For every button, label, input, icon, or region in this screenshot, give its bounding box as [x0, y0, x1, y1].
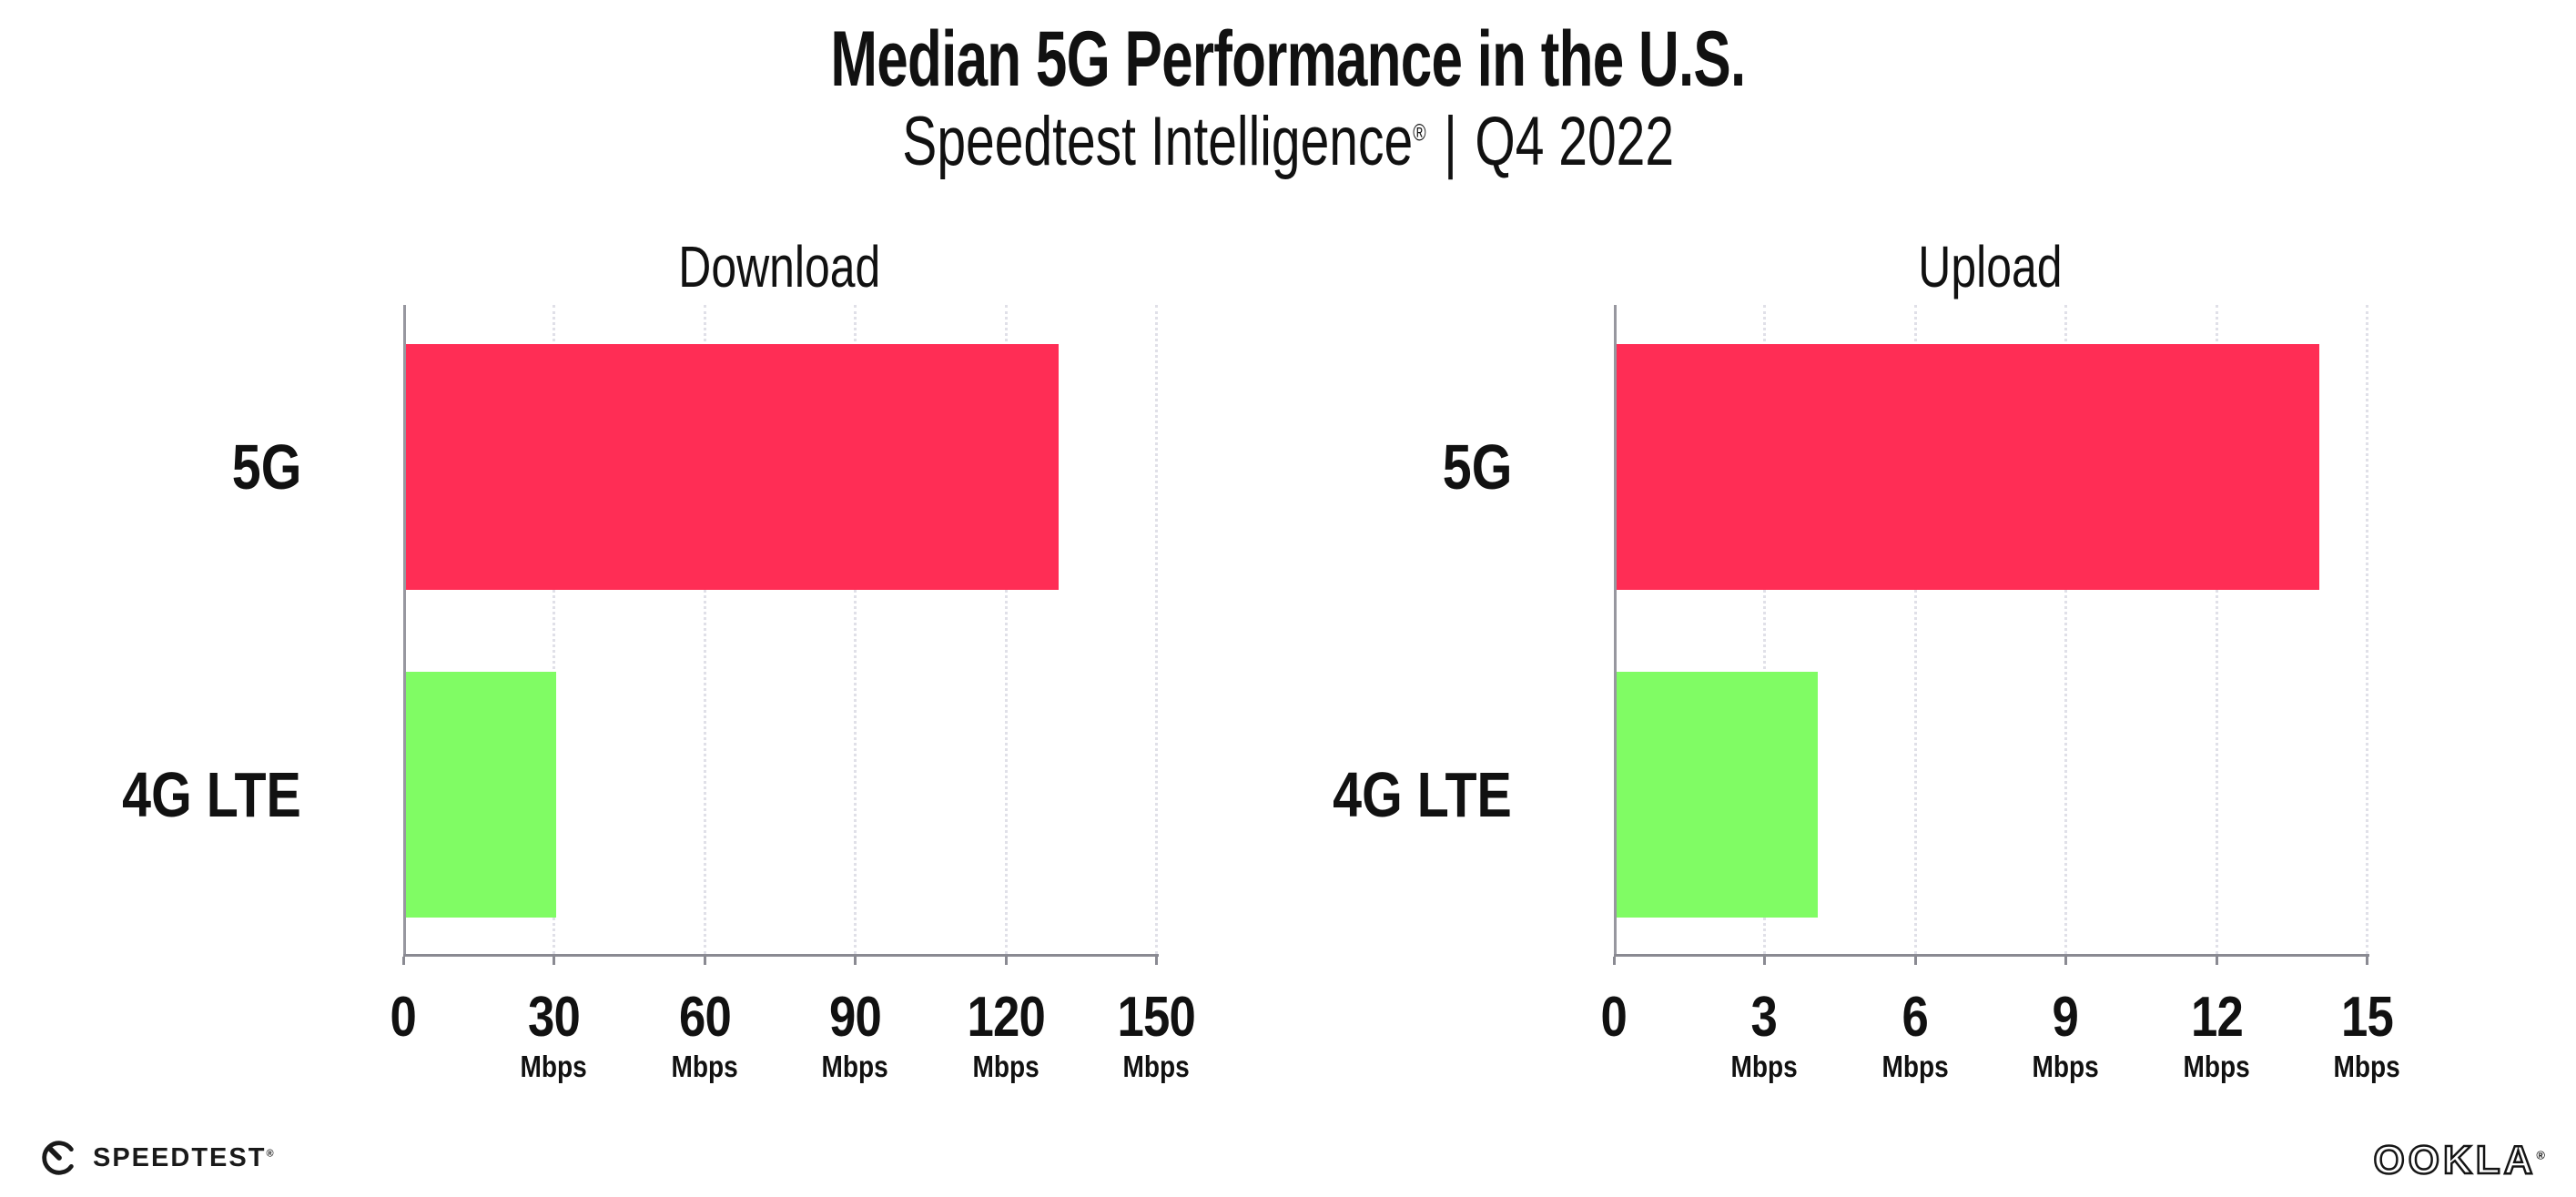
- page-subtitle-text: Speedtest Intelligence® | Q4 2022: [902, 102, 1674, 181]
- gridline-9: [2064, 305, 2067, 954]
- tick-120: [1005, 957, 1008, 965]
- tick-label-150: 150: [1117, 986, 1195, 1049]
- category-label-5g: 5G: [0, 344, 301, 590]
- gridline-6: [1914, 305, 1917, 954]
- tick-90: [854, 957, 857, 965]
- tick-unit-120: Mbps: [972, 1050, 1040, 1083]
- tick-label-0: 0: [390, 986, 417, 1049]
- category-label-text: 5G: [231, 431, 301, 502]
- page-title-text: Median 5G Performance in the U.S.: [830, 15, 1746, 103]
- download-chart: Download 5G 4G LTE 0 30 Mbps 60 Mbps 90 Mbps 12…: [122, 233, 1195, 1083]
- bar-row-5g: 5G: [1442, 344, 2367, 590]
- bar-5g: [406, 344, 1059, 590]
- registered-mark: ®: [1413, 118, 1426, 147]
- page-subtitle: Speedtest Intelligence® | Q4 2022: [0, 102, 2576, 181]
- upload-chart: Upload 5G 4G LTE 0 3 Mbps 6 Mbps 9 Mbps 12 Mbps 1…: [1333, 233, 2399, 1083]
- tick-12: [2216, 957, 2218, 965]
- tick-unit-60: Mbps: [671, 1050, 738, 1083]
- category-label-text: 4G LTE: [1333, 759, 1512, 830]
- bar-5g: [1617, 344, 2319, 590]
- gridline-120: [1005, 305, 1008, 954]
- x-axis-line: [1614, 954, 2369, 957]
- tick-unit-12: Mbps: [2183, 1050, 2250, 1083]
- tick-label-3: 3: [1750, 986, 1778, 1049]
- tick-9: [2064, 957, 2067, 965]
- category-label-text: 5G: [1442, 431, 1512, 502]
- tick-label-6: 6: [1902, 986, 1929, 1049]
- download-chart-title: Download: [403, 233, 1156, 305]
- tick-label-15: 15: [2340, 986, 2394, 1049]
- tick-unit-15: Mbps: [2333, 1050, 2400, 1083]
- tick-15: [2366, 957, 2368, 965]
- tick-0: [402, 957, 405, 965]
- tick-unit-9: Mbps: [2032, 1050, 2099, 1083]
- gridline-90: [854, 305, 857, 954]
- y-axis-line: [1614, 305, 1617, 957]
- tick-label-9: 9: [2052, 986, 2079, 1049]
- bar-row-4g-lte: 4G LTE: [122, 672, 1156, 918]
- subtitle-brand: Speedtest Intelligence: [902, 103, 1414, 180]
- ookla-logo: OOKLA®: [2372, 1137, 2545, 1184]
- tick-unit-6: Mbps: [1881, 1050, 1949, 1083]
- gridline-12: [2216, 305, 2218, 954]
- gridline-60: [704, 305, 706, 954]
- category-label-5g: 5G: [1121, 344, 1512, 590]
- tick-30: [553, 957, 555, 965]
- tick-0: [1613, 957, 1616, 965]
- tick-60: [704, 957, 706, 965]
- tick-label-90: 90: [828, 986, 882, 1049]
- subtitle-period: Q4 2022: [1475, 103, 1674, 180]
- ookla-registered-mark: ®: [2536, 1148, 2545, 1162]
- upload-plot-area: 5G 4G LTE 0 3 Mbps 6 Mbps 9 Mbps 12 Mbps 15 Mbps: [1333, 305, 2400, 1083]
- chart-title: Download: [678, 234, 881, 299]
- tick-unit-3: Mbps: [1730, 1050, 1798, 1083]
- tick-label-120: 120: [967, 986, 1045, 1049]
- page-title: Median 5G Performance in the U.S.: [0, 15, 2576, 105]
- tick-label-30: 30: [527, 986, 581, 1049]
- tick-unit-30: Mbps: [520, 1050, 587, 1083]
- gridline-15: [2366, 305, 2368, 954]
- upload-chart-title: Upload: [1614, 233, 2367, 305]
- bar-4g-lte: [1617, 672, 1818, 918]
- speedtest-logo-text: SPEEDTEST®: [93, 1143, 274, 1173]
- tick-6: [1914, 957, 1917, 965]
- chart-title: Upload: [1918, 234, 2063, 299]
- category-label-4g-lte: 4G LTE: [1121, 672, 1512, 918]
- speedtest-logo: SPEEDTEST®: [38, 1134, 274, 1182]
- speedtest-registered-mark: ®: [266, 1147, 274, 1159]
- bar-4g-lte: [406, 672, 556, 918]
- speedtest-gauge-icon: [42, 1141, 74, 1175]
- bar-row-4g-lte: 4G LTE: [1333, 672, 2367, 918]
- x-axis-line: [403, 954, 1159, 957]
- tick-3: [1763, 957, 1766, 965]
- tick-unit-90: Mbps: [821, 1050, 888, 1083]
- tick-label-0: 0: [1600, 986, 1628, 1049]
- ookla-wordmark: OOKLA: [2372, 1137, 2537, 1184]
- gridline-3: [1763, 305, 1766, 954]
- tick-label-60: 60: [678, 986, 732, 1049]
- y-axis-line: [403, 305, 406, 957]
- category-label-text: 4G LTE: [122, 759, 301, 830]
- gridline-150: [1155, 305, 1158, 954]
- tick-label-12: 12: [2190, 986, 2244, 1049]
- download-plot-area: 5G 4G LTE 0 30 Mbps 60 Mbps 90 Mbps 120 Mbps 150 M…: [122, 305, 1196, 1083]
- tick-unit-150: Mbps: [1122, 1050, 1190, 1083]
- bar-row-5g: 5G: [231, 344, 1156, 590]
- speedtest-wordmark: SPEEDTEST: [93, 1142, 267, 1172]
- subtitle-separator: |: [1443, 103, 1457, 180]
- gridline-30: [553, 305, 555, 954]
- category-label-4g-lte: 4G LTE: [0, 672, 301, 918]
- tick-150: [1155, 957, 1158, 965]
